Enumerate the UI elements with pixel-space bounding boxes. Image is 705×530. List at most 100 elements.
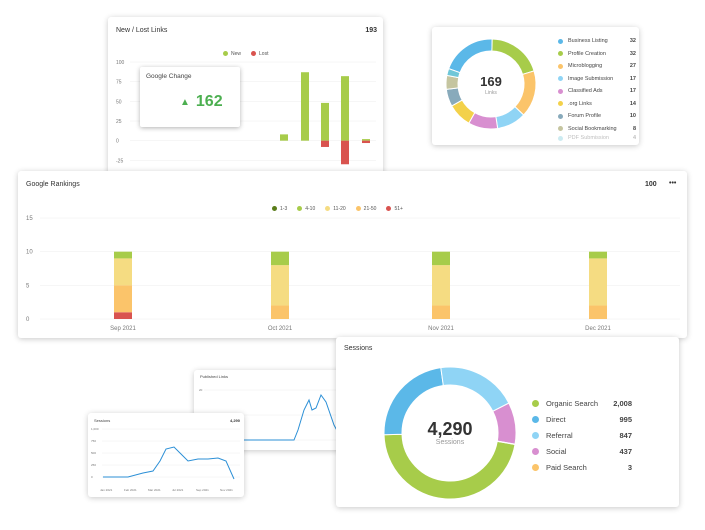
y-tick-label: 5	[26, 283, 30, 289]
legend-item[interactable]: 21-50	[355, 206, 376, 212]
link-type-value: 17	[629, 75, 636, 82]
legend-dot-icon	[532, 463, 539, 471]
link-type-item[interactable]: Forum Profile 10	[558, 110, 636, 123]
ranking-bar-segment[interactable]	[589, 251, 607, 259]
legend-item-lost[interactable]: Lost	[251, 51, 268, 57]
mini-sessions-card: Sessions 4,290 1,000 750 500 250 0 Jan 2021 Fe…	[88, 413, 244, 497]
google-rankings-card: Google Rankings 100 ••• 1-3 4-10 11-20 21-5…	[18, 171, 687, 338]
legend-dot-icon	[558, 63, 563, 69]
ranking-bar-segment[interactable]	[432, 305, 450, 319]
legend-item[interactable]: 11-20	[325, 206, 346, 212]
link-type-item[interactable]: Profile Creation 32	[558, 48, 636, 61]
published-title: Published Links	[200, 374, 229, 379]
ranking-bar-segment[interactable]	[114, 258, 132, 286]
x-tick-label: Feb 2021	[124, 488, 137, 492]
y-tick-label: 0	[116, 139, 119, 145]
bar-lost[interactable]	[321, 140, 329, 147]
legend-dot-icon	[532, 447, 539, 455]
legend-item[interactable]: 4-10	[297, 206, 315, 212]
y-tick-label: 50	[116, 99, 122, 105]
y-tick-label: 1,000	[91, 427, 99, 431]
link-types-legend: Business Listing 32 Profile Creation 32 Micr…	[558, 35, 636, 141]
ranking-bar-segment[interactable]	[589, 258, 607, 306]
legend-item[interactable]: 1-3	[272, 206, 287, 212]
sessions-center-value: 4,290	[427, 419, 473, 439]
ranking-bar-segment[interactable]	[432, 251, 450, 266]
link-type-label: Classified Ads	[568, 88, 603, 95]
session-source-item[interactable]: Referral 847	[532, 427, 632, 443]
sessions-legend: Organic Search 2,008 Direct 995 Referral 847 S…	[532, 395, 632, 475]
google-change-popup: Google Change ▲ 162	[140, 67, 240, 127]
session-source-item[interactable]: Organic Search 2,008	[532, 395, 632, 411]
link-type-item[interactable]: Business Listing 32	[558, 35, 636, 48]
mini-sessions-chart: 1,000 750 500 250 0 Jan 2021 Feb 2021 Mar 2021 J…	[91, 427, 240, 492]
y-tick-label: 20	[199, 388, 203, 392]
link-type-item[interactable]: Social Bookmarking 8	[558, 123, 636, 136]
donut-slice[interactable]	[496, 440, 516, 446]
donut-slice[interactable]	[446, 67, 461, 80]
legend-dot-icon	[558, 113, 563, 119]
link-type-value: 32	[629, 38, 636, 45]
session-source-item[interactable]: Social 437	[532, 443, 632, 459]
x-tick-label: Sep 2021	[196, 488, 209, 492]
link-type-value: 10	[629, 113, 636, 120]
rankings-total: 100	[645, 181, 657, 188]
ranking-bar-segment[interactable]	[271, 305, 289, 319]
link-type-value: 4	[632, 135, 636, 141]
link-type-item[interactable]: .org Links 14	[558, 98, 636, 111]
ranking-bar-segment[interactable]	[589, 305, 607, 319]
sessions-donut	[383, 366, 517, 500]
legend-dot-icon	[558, 51, 563, 57]
y-tick-label: 25	[116, 119, 122, 125]
link-type-item[interactable]: Image Submission 17	[558, 73, 636, 86]
y-tick-label: 0	[26, 317, 30, 323]
legend-dot-icon	[355, 206, 361, 211]
new-lost-legend: New Lost	[223, 51, 268, 57]
link-type-item[interactable]: Microblogging 27	[558, 60, 636, 73]
legend-dot-icon	[558, 38, 563, 44]
legend-item-new[interactable]: New	[223, 51, 241, 57]
legend-dot-icon	[251, 51, 257, 56]
bar-lost[interactable]	[341, 140, 349, 165]
link-type-label: Forum Profile	[568, 113, 602, 120]
new-lost-title: New / Lost Links	[116, 27, 168, 34]
y-tick-label: 100	[116, 60, 125, 66]
session-source-value: 3	[627, 462, 632, 472]
link-type-label: Profile Creation	[568, 50, 606, 57]
legend-dot-icon	[386, 206, 392, 211]
bar-lost[interactable]	[362, 140, 370, 144]
ranking-bar-segment[interactable]	[432, 265, 450, 306]
ranking-bar-segment[interactable]	[114, 312, 132, 319]
legend-dot-icon	[325, 206, 331, 211]
session-source-value: 437	[619, 446, 632, 456]
bar-new[interactable]	[341, 76, 349, 141]
session-source-item[interactable]: Direct 995	[532, 411, 632, 427]
ranking-bar-segment[interactable]	[114, 285, 132, 313]
sessions-center-label: Sessions	[435, 439, 465, 446]
link-type-label: Business Listing	[568, 38, 608, 45]
legend-item[interactable]: 51+	[386, 206, 403, 212]
sessions-card: Sessions 4,290 Sessions Organic Search 2,…	[336, 337, 679, 507]
legend-dot-icon	[558, 101, 563, 107]
bar-new[interactable]	[280, 134, 288, 141]
x-tick-label: Jul 2021	[172, 488, 184, 492]
more-options-icon[interactable]: •••	[669, 180, 677, 187]
y-tick-label: 250	[91, 463, 96, 467]
legend-dot-icon	[558, 88, 563, 94]
ranking-bar-segment[interactable]	[114, 251, 132, 259]
bar-new[interactable]	[362, 139, 370, 141]
link-types-card: 169 Links Business Listing 32 Profile Crea…	[432, 27, 639, 145]
link-type-item[interactable]: Classified Ads 17	[558, 85, 636, 98]
y-tick-label: 0	[91, 475, 93, 479]
session-source-item[interactable]: Paid Search 3	[532, 459, 632, 475]
new-lost-total: 193	[365, 27, 377, 34]
x-tick-label: Mar 2021	[148, 488, 161, 492]
session-source-label: Referral	[546, 430, 573, 440]
ranking-bar-segment[interactable]	[271, 251, 289, 266]
link-type-item[interactable]: PDF Submission 4	[558, 135, 636, 141]
link-types-center-value: 169	[480, 74, 502, 89]
bar-new[interactable]	[321, 102, 329, 141]
session-source-label: Social	[546, 446, 567, 456]
bar-new[interactable]	[301, 72, 309, 141]
ranking-bar-segment[interactable]	[271, 265, 289, 306]
